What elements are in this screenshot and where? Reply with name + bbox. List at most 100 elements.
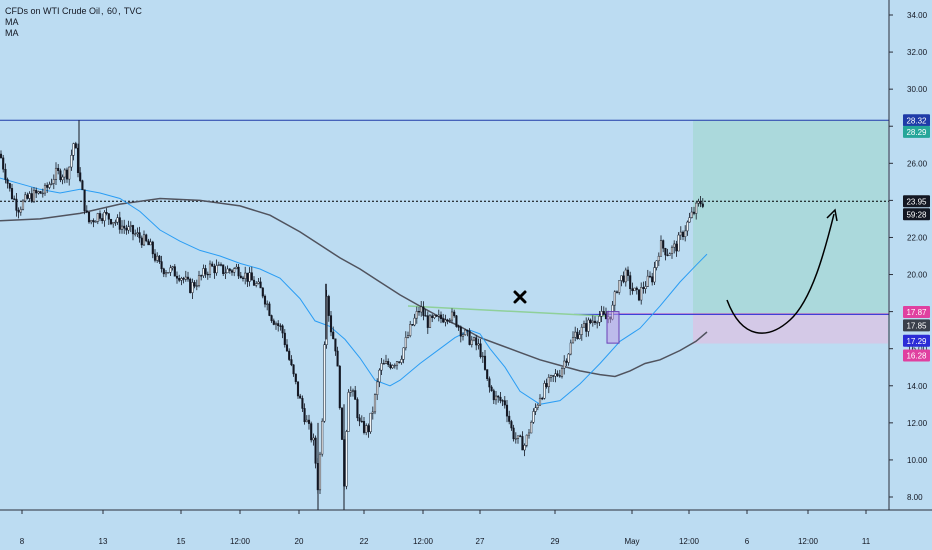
candle-body xyxy=(85,210,88,213)
time-tick-label: 15 xyxy=(177,537,186,546)
candle-body xyxy=(17,210,20,213)
candle-body xyxy=(508,415,511,422)
candle-body xyxy=(147,240,150,246)
candle-body xyxy=(233,268,236,273)
candle-body xyxy=(149,241,152,246)
candle-body xyxy=(277,323,280,326)
candle-body xyxy=(68,166,71,180)
candle-body xyxy=(393,364,396,367)
candle-body xyxy=(285,344,289,352)
time-tick-label: 13 xyxy=(99,537,108,546)
candle-body xyxy=(424,315,427,317)
candle-body xyxy=(292,364,295,375)
candle-body xyxy=(668,253,671,256)
price-tick-label: 8.00 xyxy=(907,493,923,502)
candle-body xyxy=(525,434,528,446)
candle-body xyxy=(367,425,370,433)
candle-body xyxy=(356,399,359,419)
candle-body xyxy=(653,267,656,283)
candle-body xyxy=(648,275,652,278)
legend-title[interactable]: CFDs on WTI Crude Oil, 60, TVC xyxy=(5,6,142,16)
price-tick-label: 20.00 xyxy=(907,271,928,280)
candle-body xyxy=(101,218,104,222)
legend-indicator-ma-2[interactable]: MA xyxy=(5,28,19,38)
candle-body xyxy=(565,360,568,363)
candle-body xyxy=(574,331,577,338)
candle-body xyxy=(497,395,500,398)
candle-body xyxy=(217,264,220,266)
legend-indicator-ma-1[interactable]: MA xyxy=(5,17,19,27)
candle-body xyxy=(272,320,275,325)
candle-body xyxy=(107,213,110,220)
candle-body xyxy=(244,272,247,279)
candle-body xyxy=(629,275,632,290)
candle-body xyxy=(622,275,625,283)
candle-body xyxy=(15,198,18,211)
candle-body xyxy=(532,411,535,423)
candle-body xyxy=(591,320,594,323)
candle-body xyxy=(521,436,524,451)
candle-body xyxy=(338,365,341,409)
candle-body xyxy=(259,281,262,289)
candle-body xyxy=(387,361,390,365)
candle-body xyxy=(642,287,645,289)
candle-body xyxy=(334,338,337,352)
candle-body xyxy=(695,202,698,214)
candle-body xyxy=(530,422,533,434)
candle-body xyxy=(19,208,22,213)
price-tick-label: 22.00 xyxy=(907,233,928,242)
candle-body xyxy=(222,264,225,274)
candle-body xyxy=(666,254,669,257)
candle-body xyxy=(204,268,207,275)
candle-body xyxy=(475,337,478,346)
candle-body xyxy=(556,373,559,376)
candle-body xyxy=(488,378,491,388)
candle-body xyxy=(613,291,616,306)
candle-body xyxy=(468,330,471,345)
candle-body xyxy=(380,363,383,371)
candle-body xyxy=(211,263,214,267)
candle-body xyxy=(677,234,680,252)
candle-body xyxy=(21,200,25,210)
candle-body xyxy=(461,334,465,337)
price-tick-label: 26.00 xyxy=(907,159,928,168)
candle-body xyxy=(464,329,467,336)
candle-body xyxy=(406,335,410,338)
candle-body xyxy=(8,183,11,189)
candle-body xyxy=(6,179,9,184)
candle-body xyxy=(448,319,451,322)
candle-body xyxy=(439,314,443,319)
candle-body xyxy=(466,329,469,332)
candle-body xyxy=(371,411,374,414)
candle-body xyxy=(686,221,689,232)
candle-body xyxy=(162,268,165,275)
candle-body xyxy=(274,323,278,325)
candle-body xyxy=(587,319,590,332)
candle-body xyxy=(340,407,344,440)
annotation-layer xyxy=(513,208,838,344)
candle-body xyxy=(697,201,700,204)
candle-body xyxy=(450,311,454,321)
candle-body xyxy=(582,323,586,328)
candle-body xyxy=(600,311,603,317)
candle-body xyxy=(395,361,399,366)
candle-body xyxy=(0,153,3,159)
candle-body xyxy=(215,265,218,274)
candle-body xyxy=(514,438,517,440)
candle-body xyxy=(195,285,198,287)
candle-body xyxy=(631,288,634,292)
price-label-box xyxy=(903,208,930,221)
candle-body xyxy=(208,263,212,275)
candle-body xyxy=(505,404,509,417)
price-label-box xyxy=(903,334,930,347)
candle-body xyxy=(266,303,269,305)
candle-body xyxy=(224,272,227,274)
candle-body xyxy=(336,350,339,367)
candle-body xyxy=(578,334,581,339)
legend-interval: 60 xyxy=(107,6,118,16)
candle-body xyxy=(96,213,99,222)
candle-body xyxy=(103,212,106,222)
